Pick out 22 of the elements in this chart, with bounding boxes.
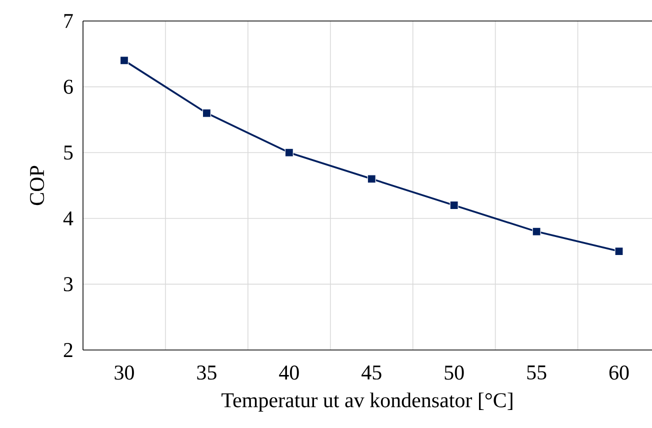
point (120, 56, 129, 65)
y-axis-title: COP (30, 166, 44, 206)
point (367, 174, 376, 184)
point (202, 108, 211, 118)
point (532, 227, 541, 236)
x-tick-label: 50 (444, 366, 464, 380)
x-tick-label: 40 (279, 366, 299, 380)
y-tick-label: 5 (64, 146, 73, 160)
y-tick-label: 4 (63, 211, 74, 226)
y-tick-label: 2 (64, 343, 72, 357)
x-tick-label: 45 (362, 366, 382, 380)
point (614, 247, 624, 256)
y-tick-label: 3 (64, 277, 73, 292)
x-tick-label: 60 (609, 366, 629, 380)
y-tick-label: 7 (64, 14, 73, 28)
x-axis-title: Temperatur ut av kondensator [°C] (222, 392, 512, 412)
y-tick-label: 6 (64, 80, 73, 94)
point (284, 148, 294, 157)
point (450, 200, 458, 210)
x-tick-label: 35 (197, 366, 216, 380)
x-tick-label: 30 (114, 366, 134, 380)
x-tick-label: 55 (527, 366, 546, 380)
